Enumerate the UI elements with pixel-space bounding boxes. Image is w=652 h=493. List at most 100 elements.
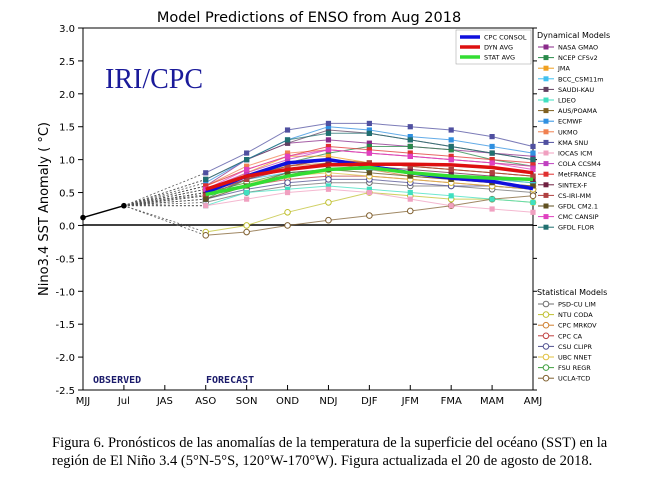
dynamical-model-cmc-cansip-point bbox=[448, 157, 454, 163]
dynamical-model-cmc-cansip-point bbox=[325, 147, 332, 153]
forecast-connector bbox=[123, 188, 206, 207]
dyn-legend-label-kma-snu: KMA SNU bbox=[558, 139, 588, 147]
statistical-model-ntu-coda-point bbox=[325, 199, 332, 206]
dyn-legend-marker-ukmo bbox=[543, 129, 549, 135]
dynamical-model-iocas-icm-point bbox=[244, 196, 250, 202]
dynamical-model-saudi-kau-point bbox=[325, 127, 332, 133]
dynamical-model-bcc-csm11m-point bbox=[530, 180, 536, 186]
dynamical-model-sintex-f-point bbox=[489, 173, 495, 179]
dynamical-model-iocas-icm-point bbox=[530, 209, 536, 215]
y-tick-label: 3.0 bbox=[59, 24, 75, 35]
statistical-model-ucla-tcd-point bbox=[325, 216, 332, 224]
dynamical-model-metfrance-point bbox=[530, 160, 536, 166]
dyn-legend-marker-aus-poama bbox=[543, 108, 549, 114]
dynamical-model-gfdl-flor-point bbox=[407, 137, 413, 143]
stat-legend-marker-fsu-regr bbox=[542, 364, 550, 371]
dynamical-model-iocas-icm-point bbox=[448, 203, 454, 209]
dynamical-model-cola-ccsm4-point bbox=[244, 170, 250, 176]
dynamical-model-cola-ccsm4-point bbox=[530, 163, 536, 169]
dynamical-model-cmc-cansip-point bbox=[489, 160, 495, 166]
chart-title: Model Predictions of ENSO from Aug 2018 bbox=[157, 10, 461, 26]
forecast-connector bbox=[123, 202, 206, 207]
dynamical-model-cola-ccsm4-point bbox=[284, 157, 291, 163]
dynamical-model-sintex-f-point bbox=[407, 166, 413, 173]
dynamical-model-ecmwf-point bbox=[530, 150, 536, 156]
dynamical-model-nasa-gmao-point bbox=[366, 140, 372, 146]
dynamical-model-metfrance-point bbox=[366, 147, 372, 153]
dynamical-model-cmc-cansip-point bbox=[407, 153, 413, 159]
statistical-model-ucla-tcd-point bbox=[202, 232, 210, 239]
x-tick-label: DJF bbox=[361, 396, 378, 407]
stat-legend-marker-cpc-mrkov bbox=[542, 321, 550, 329]
y-tick-label: 2.5 bbox=[59, 57, 75, 68]
dynamical-model-cs-iri-mm-point bbox=[489, 170, 495, 176]
statistical-model-ucla-tcd-point bbox=[406, 207, 414, 215]
dynamical-model-nasa-gmao-point bbox=[325, 137, 332, 143]
dynamical-model-ldeo-point bbox=[489, 196, 495, 202]
dyn-legend-marker-nasa-gmao bbox=[543, 44, 549, 50]
dynamical-model-saudi-kau-point bbox=[284, 140, 291, 146]
dynamical-model-cmc-cansip-point bbox=[366, 150, 372, 156]
x-tick-label: Jul bbox=[117, 396, 130, 407]
y-axis-label: Nino3.4 SST Anomaly ( °C) bbox=[37, 122, 52, 296]
dyn-legend-label-saudi-kau: SAUDI-KAU bbox=[558, 86, 594, 94]
observed-line bbox=[82, 205, 125, 219]
legend-label-cpc-consol: CPC CONSOL bbox=[484, 34, 527, 42]
dynamical-model-jma-point bbox=[325, 153, 332, 159]
dyn-legend-label-cola-ccsm4: COLA CCSM4 bbox=[558, 160, 601, 168]
stat-legend-marker-cpc-ca bbox=[542, 332, 550, 340]
x-tick-label: JAS bbox=[156, 396, 173, 407]
dynamical-model-ldeo-point bbox=[284, 186, 291, 192]
stat-legend-marker-ucla-tcd bbox=[542, 374, 550, 382]
stat-legend-label-ucla-tcd: UCLA-TCD bbox=[558, 375, 590, 383]
dyn-legend-marker-ecmwf bbox=[543, 118, 549, 124]
stat-legend-label-cpc-ca: CPC CA bbox=[558, 332, 583, 340]
forecast-connector bbox=[123, 179, 206, 207]
enso-forecast-chart: Model Predictions of ENSO from Aug 2018 … bbox=[37, 10, 610, 407]
dyn-legend-label-cmc-cansip: CMC CANSIP bbox=[558, 213, 599, 221]
dynamical-model-gfdl-cm2-1-point bbox=[407, 173, 413, 179]
legend-label-dyn-avg: DYN AVG bbox=[484, 44, 513, 52]
plot-frame bbox=[82, 27, 534, 391]
dynamical-model-iocas-icm-point bbox=[489, 206, 495, 212]
observed-point bbox=[80, 214, 86, 221]
statistical-model-csu-clipr-point bbox=[325, 176, 332, 183]
dynamical-model-gfdl-cm2-1-point bbox=[203, 196, 209, 202]
x-tick-label: AMJ bbox=[524, 396, 542, 407]
dynamical-model-gfdl-flor-point bbox=[448, 143, 454, 150]
stat-legend-marker-ntu-coda bbox=[542, 311, 550, 318]
stat-legend-label-ubc-nnet: UBC NNET bbox=[558, 354, 592, 362]
x-tick-label: ASO bbox=[195, 396, 216, 407]
observed-label: OBSERVED bbox=[93, 375, 141, 386]
dynamical-model-cs-iri-mm-point bbox=[530, 173, 536, 179]
dyn-legend-marker-cola-ccsm4 bbox=[543, 161, 549, 167]
dynamical-model-ldeo-point bbox=[407, 189, 413, 196]
dyn-legend-label-gfdl-flor: GFDL FLOR bbox=[558, 224, 595, 232]
dynamical-model-ncep-cfsv2-point bbox=[407, 143, 413, 150]
dynamical-model-metfrance-point bbox=[489, 157, 495, 163]
dynamical-model-gfdl-flor-point bbox=[489, 150, 495, 156]
dynamical-model-metfrance-point bbox=[448, 153, 454, 159]
dynamical-model-ecmwf-point bbox=[366, 127, 372, 133]
dynamical-model-iocas-icm-point bbox=[407, 196, 413, 202]
dynamical-model-iocas-icm-point bbox=[284, 189, 291, 196]
x-tick-label: NDJ bbox=[319, 396, 337, 407]
figure-caption: Figura 6. Pronósticos de las anomalías d… bbox=[52, 435, 608, 469]
dynamical-model-gfdl-flor-point bbox=[284, 137, 291, 143]
x-tick-label: OND bbox=[276, 396, 299, 407]
dynamical-model-iocas-icm-point bbox=[325, 186, 332, 192]
y-tick-label: -1.5 bbox=[55, 320, 75, 331]
dynamical-model-iocas-icm-point bbox=[366, 189, 372, 196]
dynamical-model-ecmwf-point bbox=[203, 180, 209, 186]
dynamical-model-ldeo-point bbox=[366, 186, 372, 192]
y-tick-label: -2.0 bbox=[55, 353, 75, 364]
average-dyn-avg-line bbox=[205, 162, 534, 191]
statistical-model-ntu-coda-point bbox=[243, 222, 250, 229]
dynamical-model-gfdl-flor-point bbox=[203, 176, 209, 182]
forecast-connector bbox=[123, 198, 206, 207]
stat-legend-label-ntu-coda: NTU CODA bbox=[558, 311, 593, 319]
dynamical-model-ldeo-point bbox=[530, 199, 536, 206]
forecast-connector bbox=[123, 205, 206, 233]
dynamical-legend-title: Dynamical Models bbox=[537, 31, 610, 40]
forecast-connector bbox=[123, 194, 206, 207]
